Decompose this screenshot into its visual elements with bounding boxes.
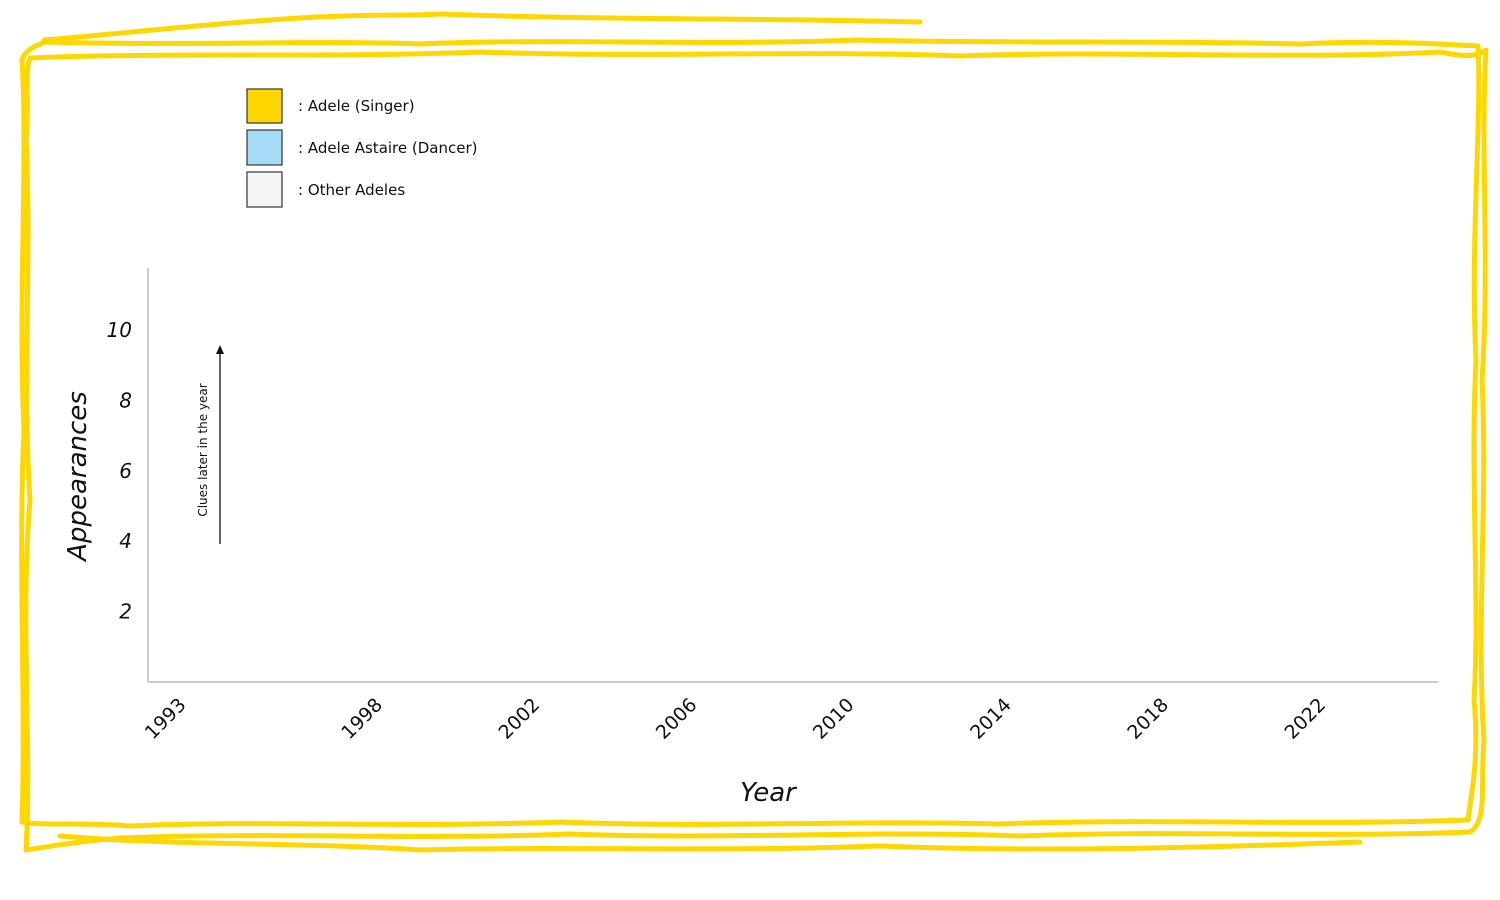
x-tick-label: 2006 — [652, 694, 702, 744]
legend-swatch-adele-singer — [246, 88, 283, 124]
hand-drawn-frame — [19, 11, 1489, 853]
x-tick-label: 2022 — [1280, 694, 1330, 744]
clues-later-annotation: Clues later in the year — [196, 345, 224, 544]
x-tick-label: 1998 — [337, 694, 387, 744]
legend-label-adele-astaire: : Adele Astaire (Dancer) — [298, 139, 477, 157]
x-tick-label: 2010 — [809, 694, 859, 744]
annotation-label: Clues later in the year — [196, 383, 210, 516]
legend-item-other-adeles: : Other Adeles — [246, 171, 405, 208]
y-tick-labels: 2 4 6 8 10 — [107, 318, 132, 624]
x-tick-label: 2002 — [494, 694, 544, 744]
y-tick-label: 10 — [107, 318, 132, 342]
y-tick-label: 8 — [119, 388, 132, 412]
x-tick-label: 2014 — [966, 694, 1016, 744]
y-axis-title: Appearances — [63, 391, 93, 563]
legend-swatch-other-adeles — [246, 171, 283, 208]
legend: : Adele (Singer) : Adele Astaire (Dancer… — [246, 88, 477, 208]
x-tick-label: 2018 — [1123, 694, 1173, 744]
legend-item-adele-astaire: : Adele Astaire (Dancer) — [246, 129, 477, 166]
y-tick-label: 2 — [119, 600, 132, 624]
x-tick-label: 1993 — [141, 694, 191, 744]
legend-swatch-adele-astaire — [246, 129, 283, 166]
x-axis-title: Year — [740, 778, 798, 808]
arrow-head-icon — [216, 345, 224, 354]
legend-label-adele-singer: : Adele (Singer) — [298, 97, 415, 115]
legend-label-other-adeles: : Other Adeles — [298, 181, 405, 199]
y-tick-label: 4 — [119, 529, 132, 553]
y-tick-label: 6 — [119, 459, 132, 483]
x-tick-labels: 1993 1998 2002 2006 2010 2014 2018 2022 — [141, 694, 1330, 744]
legend-item-adele-singer: : Adele (Singer) — [246, 88, 415, 124]
